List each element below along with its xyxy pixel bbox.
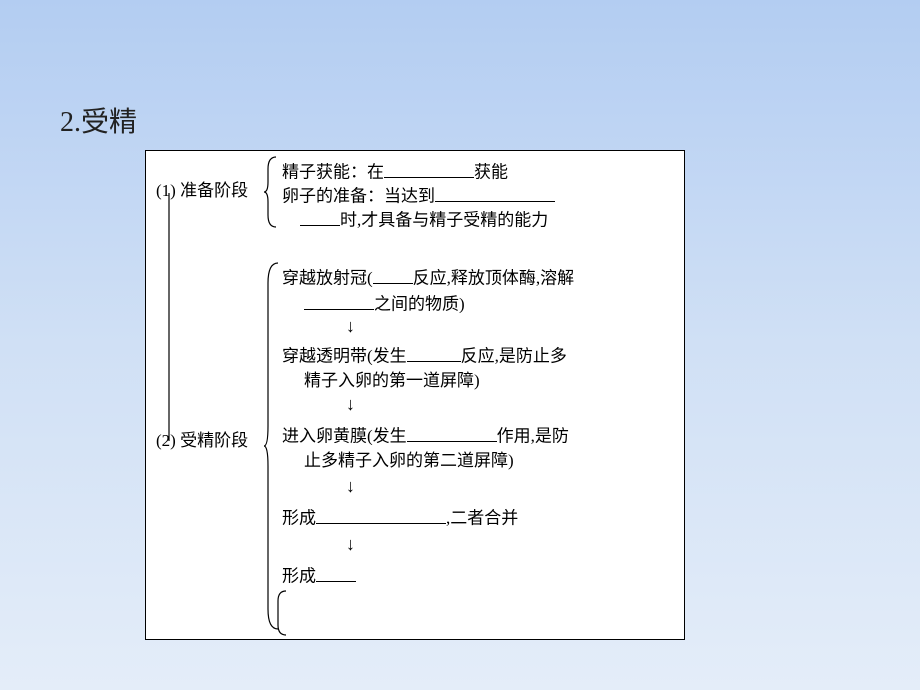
prep-line3: 时,才具备与精子受精的能力 — [300, 207, 548, 232]
blank-2 — [435, 183, 555, 202]
brace-tail — [278, 591, 288, 635]
blank-6 — [407, 343, 461, 362]
fert-step4: 形成 ,二者合并 — [282, 505, 518, 530]
fert-step4-b: ,二者合并 — [446, 509, 518, 528]
fert-step5: 形成 — [282, 563, 356, 588]
blank-9 — [316, 563, 356, 582]
fert-step2-line1: 穿越透明带(发生 反应,是防止多 — [282, 343, 567, 368]
fert-step3-a: 进入卵黄膜(发生 — [282, 427, 407, 446]
prep-line1: 精子获能：在 获能 — [282, 159, 508, 184]
diagram-inner: (1) 准备阶段 精子获能：在 获能 卵子的准备：当达到 时,才具备与精子受精的能… — [146, 151, 684, 639]
blank-8 — [316, 505, 446, 524]
fert-step4-a: 形成 — [282, 509, 316, 528]
prep-line1-b: 获能 — [474, 163, 508, 182]
section-title: 2.受精 — [60, 100, 137, 140]
fert-step3-line1: 进入卵黄膜(发生 作用,是防 — [282, 423, 569, 448]
blank-3 — [300, 207, 340, 226]
arrow-2: ↓ — [346, 395, 355, 413]
fert-step1-a: 穿越放射冠( — [282, 269, 373, 288]
prep-line3-a: 时,才具备与精子受精的能力 — [340, 211, 548, 230]
blank-5 — [304, 291, 374, 310]
arrow-1: ↓ — [346, 317, 355, 335]
fert-step1-b: 反应,释放顶体酶,溶解 — [413, 269, 575, 288]
fert-step2-b: 反应,是防止多 — [461, 347, 567, 366]
fert-label: (2) 受精阶段 — [156, 429, 248, 453]
fert-step3-line2: 止多精子入卵的第二道屏障) — [304, 449, 514, 473]
connector-line — [164, 193, 174, 441]
prep-line1-a: 精子获能：在 — [282, 163, 384, 182]
arrow-4: ↓ — [346, 535, 355, 553]
fert-step2-line2: 精子入卵的第一道屏障) — [304, 369, 480, 393]
fert-step1-line1: 穿越放射冠( 反应,释放顶体酶,溶解 — [282, 265, 574, 290]
prep-line2: 卵子的准备：当达到 — [282, 183, 555, 208]
diagram-container: (1) 准备阶段 精子获能：在 获能 卵子的准备：当达到 时,才具备与精子受精的能… — [145, 150, 685, 640]
fert-step2-c: 精子入卵的第一道屏障) — [304, 371, 480, 390]
fert-step3-c: 止多精子入卵的第二道屏障) — [304, 451, 514, 470]
prep-line2-a: 卵子的准备：当达到 — [282, 187, 435, 206]
brace-prep — [264, 157, 278, 227]
arrow-3: ↓ — [346, 477, 355, 495]
blank-1 — [384, 159, 474, 178]
prep-label: (1) 准备阶段 — [156, 179, 248, 203]
fert-step1-line2: 之间的物质) — [304, 291, 465, 316]
brace-fert — [264, 263, 280, 629]
fert-step1-c: 之间的物质) — [374, 295, 465, 314]
blank-7 — [407, 423, 497, 442]
fert-step3-b: 作用,是防 — [497, 427, 569, 446]
fert-step2-a: 穿越透明带(发生 — [282, 347, 407, 366]
fert-step5-a: 形成 — [282, 567, 316, 586]
blank-4 — [373, 265, 413, 284]
